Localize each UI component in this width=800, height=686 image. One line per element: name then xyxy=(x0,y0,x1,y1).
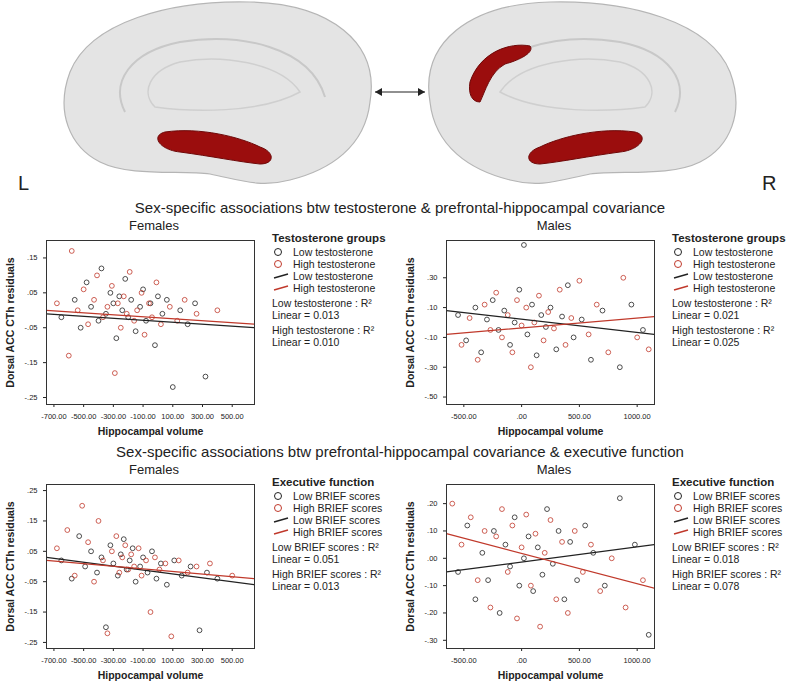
html-text:Low BRIEF scores : R² Linear =: Low BRIEF scores : R² Linear = 0.051 xyxy=(272,541,379,565)
html-text:High testosterone: High testosterone xyxy=(293,258,376,270)
svg-text:.30: .30 xyxy=(427,273,437,282)
html-text:Low testosterone : R² Linear =: Low testosterone : R² Linear = 0.013 xyxy=(272,297,372,321)
svg-text:500.00: 500.00 xyxy=(221,412,244,421)
svg-text:Dorsal ACC CTh residuals: Dorsal ACC CTh residuals xyxy=(404,501,416,631)
svg-text:.05: .05 xyxy=(27,288,37,297)
html-text:High BRIEF scores : R² Linear: High BRIEF scores : R² Linear = 0.078 xyxy=(672,568,782,592)
html-text:Low testosterone: Low testosterone xyxy=(293,246,373,258)
svg-text:-.05: -.05 xyxy=(25,577,38,586)
svg-text:300.00: 300.00 xyxy=(191,412,214,421)
html-text:Executive function: Executive function xyxy=(672,476,775,488)
svg-text:-.20: -.20 xyxy=(425,608,438,617)
html-text:Low BRIEF scores: Low BRIEF scores xyxy=(693,514,780,526)
html-text:Low BRIEF scores: Low BRIEF scores xyxy=(293,490,380,502)
html-text:High BRIEF scores : R² Linear: High BRIEF scores : R² Linear = 0.013 xyxy=(272,568,382,592)
html-text:High testosterone: High testosterone xyxy=(693,258,776,270)
svg-text:-700.00: -700.00 xyxy=(41,412,66,421)
svg-text:.15: .15 xyxy=(27,253,37,262)
svg-text:.15: .15 xyxy=(27,516,37,525)
html-text:High testosterone: High testosterone xyxy=(293,282,376,294)
svg-text:1000.00: 1000.00 xyxy=(624,412,651,421)
svg-text:-.25: -.25 xyxy=(25,638,38,647)
svg-text:L: L xyxy=(18,172,29,194)
svg-text:-.25: -.25 xyxy=(25,393,38,402)
html-text:High testosterone: High testosterone xyxy=(693,282,776,294)
html-text:Females: Females xyxy=(129,218,179,233)
html-text:Sex-specific associations btw: Sex-specific associations btw testostero… xyxy=(134,199,666,216)
svg-text:-.05: -.05 xyxy=(25,323,38,332)
svg-text:Hippocampal volume: Hippocampal volume xyxy=(98,425,204,437)
svg-text:-.10: -.10 xyxy=(425,581,438,590)
svg-text:100.00: 100.00 xyxy=(161,412,184,421)
html-text:High BRIEF scores: High BRIEF scores xyxy=(693,526,783,538)
html-text:Low BRIEF scores: Low BRIEF scores xyxy=(693,490,780,502)
svg-text:Dorsal ACC CTh residuals: Dorsal ACC CTh residuals xyxy=(4,257,16,387)
html-text:High BRIEF scores: High BRIEF scores xyxy=(693,502,783,514)
html-text:Testosterone groups: Testosterone groups xyxy=(672,232,786,244)
svg-text:R: R xyxy=(762,172,776,194)
html-text:Executive function: Executive function xyxy=(272,476,375,488)
svg-text:-300.00: -300.00 xyxy=(101,412,126,421)
html-text:Testosterone groups: Testosterone groups xyxy=(272,232,386,244)
svg-text:-500.00: -500.00 xyxy=(451,412,476,421)
html-text:High testosterone : R² Linear: High testosterone : R² Linear = 0.025 xyxy=(672,324,775,348)
svg-text:.20: .20 xyxy=(427,499,437,508)
html-text:Females: Females xyxy=(129,462,179,477)
svg-text:-.15: -.15 xyxy=(25,358,38,367)
svg-text:.10: .10 xyxy=(427,303,437,312)
svg-text:-.15: -.15 xyxy=(25,607,38,616)
html-text:Low testosterone : R² Linear =: Low testosterone : R² Linear = 0.021 xyxy=(672,297,772,321)
html-text:Sex-specific associations btw: Sex-specific associations btw prefrontal… xyxy=(116,443,684,460)
svg-text:-100.00: -100.00 xyxy=(130,412,155,421)
html-text:High testosterone : R² Linear: High testosterone : R² Linear = 0.010 xyxy=(272,324,375,348)
svg-text:1000.00: 1000.00 xyxy=(624,656,651,665)
svg-text:100.00: 100.00 xyxy=(161,656,184,665)
svg-text:Hippocampal volume: Hippocampal volume xyxy=(498,425,604,437)
svg-text:-300.00: -300.00 xyxy=(101,656,126,665)
svg-text:.00: .00 xyxy=(427,554,437,563)
svg-text:300.00: 300.00 xyxy=(191,656,214,665)
svg-text:.00: .00 xyxy=(516,412,526,421)
html-text:High BRIEF scores: High BRIEF scores xyxy=(293,502,383,514)
svg-text:-100.00: -100.00 xyxy=(130,656,155,665)
svg-text:-700.00: -700.00 xyxy=(41,656,66,665)
svg-text:500.00: 500.00 xyxy=(221,656,244,665)
svg-text:.05: .05 xyxy=(27,547,37,556)
html-text:Low BRIEF scores : R² Linear =: Low BRIEF scores : R² Linear = 0.018 xyxy=(672,541,779,565)
html-text:Low testosterone: Low testosterone xyxy=(693,246,773,258)
svg-text:Dorsal ACC CTh residuals: Dorsal ACC CTh residuals xyxy=(4,501,16,631)
html-text:Low testosterone: Low testosterone xyxy=(693,270,773,282)
svg-text:.25: .25 xyxy=(27,486,37,495)
svg-text:500.00: 500.00 xyxy=(568,412,591,421)
svg-text:-500.00: -500.00 xyxy=(71,656,96,665)
html-text:Low testosterone: Low testosterone xyxy=(293,270,373,282)
svg-text:500.00: 500.00 xyxy=(568,656,591,665)
html-text:Low BRIEF scores: Low BRIEF scores xyxy=(293,514,380,526)
svg-text:Hippocampal volume: Hippocampal volume xyxy=(98,669,204,681)
svg-text:.10: .10 xyxy=(427,526,437,535)
svg-text:Hippocampal volume: Hippocampal volume xyxy=(498,669,604,681)
svg-text:-.30: -.30 xyxy=(425,363,438,372)
html-text:Males: Males xyxy=(536,218,572,233)
svg-text:-.30: -.30 xyxy=(425,636,438,645)
svg-text:-500.00: -500.00 xyxy=(451,656,476,665)
svg-text:.00: .00 xyxy=(516,656,526,665)
svg-text:Dorsal ACC CTh residuals: Dorsal ACC CTh residuals xyxy=(404,257,416,387)
svg-text:-500.00: -500.00 xyxy=(71,412,96,421)
html-text:High BRIEF scores: High BRIEF scores xyxy=(293,526,383,538)
svg-text:-.10: -.10 xyxy=(425,333,438,342)
svg-text:-.50: -.50 xyxy=(425,392,438,401)
html-text:Males: Males xyxy=(536,462,572,477)
